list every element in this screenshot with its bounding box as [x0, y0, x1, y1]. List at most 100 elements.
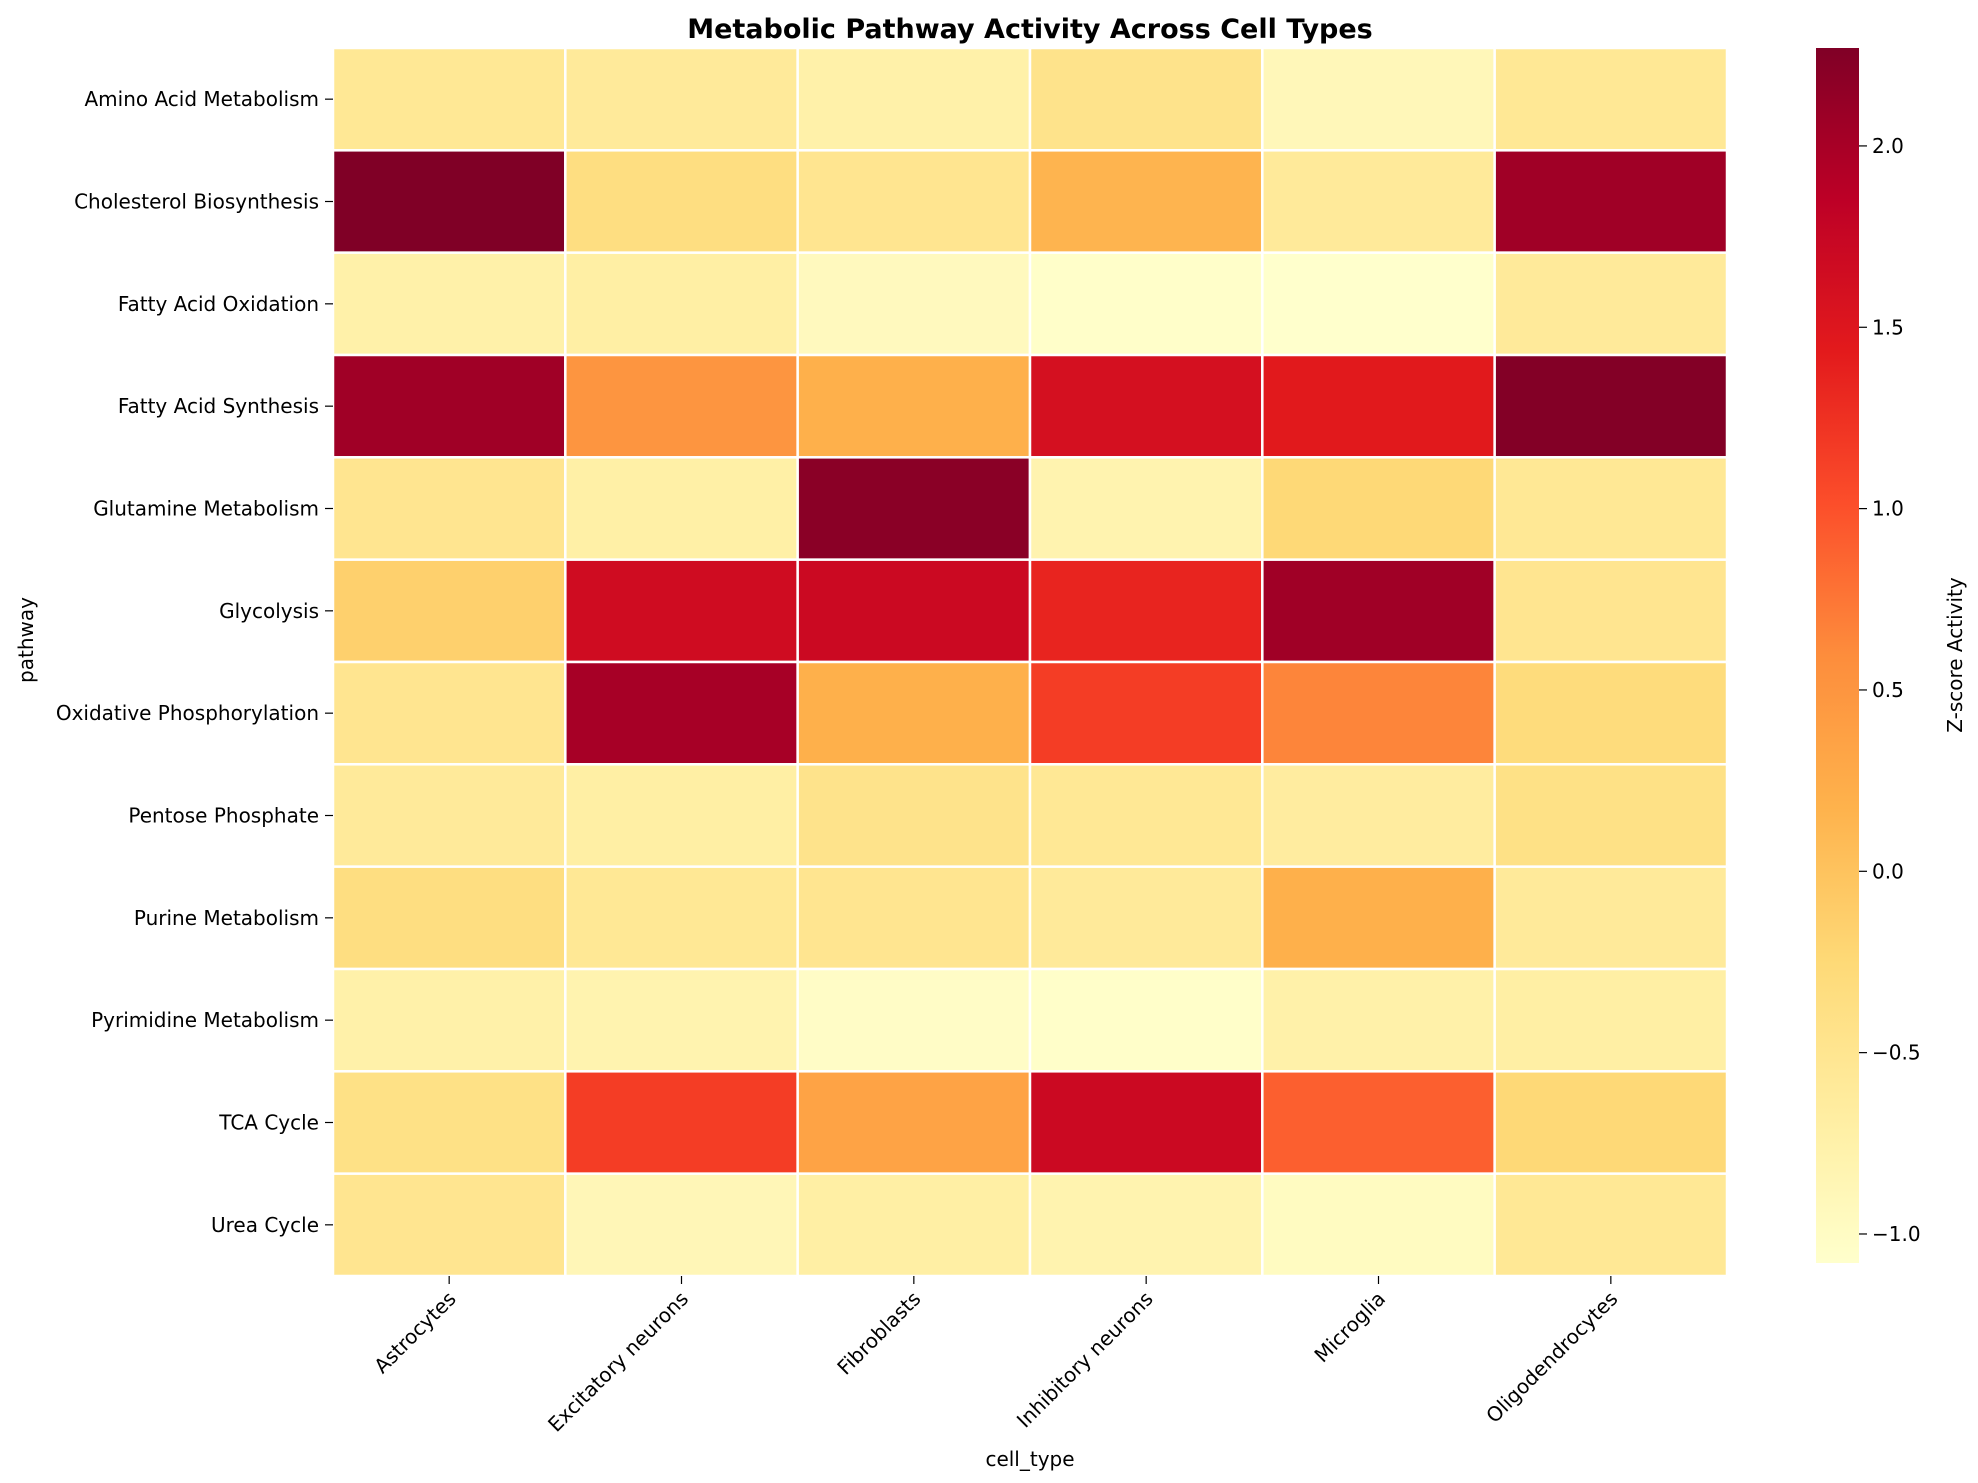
- heatmap-cell: [796, 46, 1032, 152]
- heatmap-cell: [564, 149, 799, 254]
- heatmap-cell: [1261, 1172, 1496, 1278]
- heatmap-cell: [1028, 1172, 1264, 1278]
- heatmap-cell: [331, 456, 567, 561]
- heatmap-cell: [796, 456, 1032, 561]
- colorbar-ticks: 2.0 1.5 1.0 0.5 0.0 −0.5 −1.0: [1859, 134, 1921, 1246]
- heatmap-cell: [331, 865, 567, 971]
- colorbar-label: Z-score Activity: [1943, 577, 1967, 733]
- x-axis-ticks: Astrocytes Excitatory neurons Fibroblasts I…: [369, 1276, 1622, 1437]
- colorbar-tick-label: 0.5: [1872, 678, 1904, 702]
- heatmap-cell: [796, 865, 1032, 971]
- heatmap-cell: [331, 763, 567, 868]
- y-tick-label: Glutamine Metabolism: [93, 497, 319, 521]
- heatmap-cell: [331, 660, 567, 766]
- colorbar-tick-label: 1.5: [1872, 315, 1904, 339]
- heatmap-cell: [331, 967, 567, 1073]
- x-tick-label: Inhibitory neurons: [1012, 1287, 1158, 1433]
- colorbar-tick-label: 2.0: [1872, 134, 1904, 158]
- heatmap-cell: [1028, 353, 1264, 459]
- heatmap-cell: [1028, 558, 1264, 664]
- heatmap-cell: [796, 763, 1032, 868]
- heatmap-cell: [564, 456, 799, 561]
- colorbar-tick-label: −0.5: [1872, 1041, 1921, 1065]
- heatmap-cell: [1028, 149, 1264, 254]
- y-tick-label: Amino Acid Metabolism: [84, 87, 319, 111]
- heatmap-cell: [564, 660, 799, 766]
- heatmap-cell: [796, 1070, 1032, 1175]
- heatmap-cell: [1028, 456, 1264, 561]
- heatmap-cell: [796, 660, 1032, 766]
- heatmap-cell: [1261, 353, 1496, 459]
- heatmap-cell: [1493, 763, 1729, 868]
- y-tick-label: Oxidative Phosphorylation: [56, 701, 319, 725]
- heatmap-cell: [1493, 1172, 1729, 1278]
- x-axis-label: cell_type: [985, 1447, 1074, 1471]
- heatmap-cell: [1028, 967, 1264, 1073]
- heatmap-cell: [564, 46, 799, 152]
- heatmap-cell: [1261, 558, 1496, 664]
- heatmap-cell: [1493, 865, 1729, 971]
- x-tick-label: Oligodendrocytes: [1481, 1287, 1622, 1428]
- heatmap-cell: [331, 1070, 567, 1175]
- y-tick-label: Pentose Phosphate: [128, 804, 319, 828]
- heatmap-cell: [1028, 46, 1264, 152]
- heatmap-cell: [1261, 149, 1496, 254]
- chart-title: Metabolic Pathway Activity Across Cell T…: [687, 14, 1373, 45]
- heatmap-cell: [1493, 967, 1729, 1073]
- heatmap-cell: [1261, 1070, 1496, 1175]
- heatmap-cell: [796, 1172, 1032, 1278]
- heatmap-cell: [1493, 353, 1729, 459]
- heatmap-cell: [1261, 763, 1496, 868]
- x-tick-label: Fibroblasts: [832, 1287, 925, 1380]
- y-tick-label: Glycolysis: [219, 599, 319, 623]
- x-tick-label: Astrocytes: [369, 1287, 460, 1378]
- heatmap-cell: [1493, 46, 1729, 152]
- y-axis-label: pathway: [14, 597, 38, 683]
- heatmap-cells: [331, 46, 1729, 1278]
- x-tick-label: Excitatory neurons: [543, 1287, 693, 1437]
- heatmap-cell: [796, 353, 1032, 459]
- heatmap-cell: [1028, 763, 1264, 868]
- y-tick-label: Purine Metabolism: [134, 906, 319, 930]
- heatmap-cell: [1493, 558, 1729, 664]
- heatmap-cell: [331, 46, 567, 152]
- heatmap-cell: [1028, 660, 1264, 766]
- heatmap-cell: [796, 967, 1032, 1073]
- y-tick-label: Fatty Acid Synthesis: [118, 394, 319, 418]
- y-tick-label: Pyrimidine Metabolism: [91, 1008, 319, 1032]
- heatmap-cell: [331, 558, 567, 664]
- heatmap-cell: [1493, 149, 1729, 254]
- heatmap-cell: [331, 149, 567, 254]
- heatmap-cell: [1261, 46, 1496, 152]
- heatmap-cell: [564, 763, 799, 868]
- heatmap-cell: [1261, 456, 1496, 561]
- heatmap-cell: [564, 251, 799, 357]
- heatmap-cell: [564, 865, 799, 971]
- heatmap-cell: [1493, 456, 1729, 561]
- y-tick-label: TCA Cycle: [218, 1111, 319, 1135]
- y-tick-label: Cholesterol Biosynthesis: [74, 190, 319, 214]
- heatmap-cell: [1261, 865, 1496, 971]
- colorbar-tick-label: 1.0: [1872, 497, 1904, 521]
- heatmap-cell: [796, 251, 1032, 357]
- heatmap-cell: [796, 558, 1032, 664]
- y-tick-label: Urea Cycle: [211, 1213, 319, 1237]
- heatmap-cell: [1261, 251, 1496, 357]
- heatmap-cell: [1028, 865, 1264, 971]
- heatmap-cell: [1493, 251, 1729, 357]
- heatmap-cell: [331, 1172, 567, 1278]
- colorbar-tick-label: 0.0: [1872, 859, 1904, 883]
- heatmap-cell: [1261, 967, 1496, 1073]
- heatmap-cell: [331, 251, 567, 357]
- heatmap-cell: [1028, 251, 1264, 357]
- heatmap-cell: [1493, 1070, 1729, 1175]
- colorbar: [1816, 48, 1859, 1263]
- y-tick-label: Fatty Acid Oxidation: [118, 292, 319, 316]
- heatmap-cell: [564, 1172, 799, 1278]
- heatmap-cell: [1493, 660, 1729, 766]
- heatmap-cell: [564, 353, 799, 459]
- heatmap-cell: [564, 558, 799, 664]
- heatmap-cell: [796, 149, 1032, 254]
- heatmap-cell: [564, 967, 799, 1073]
